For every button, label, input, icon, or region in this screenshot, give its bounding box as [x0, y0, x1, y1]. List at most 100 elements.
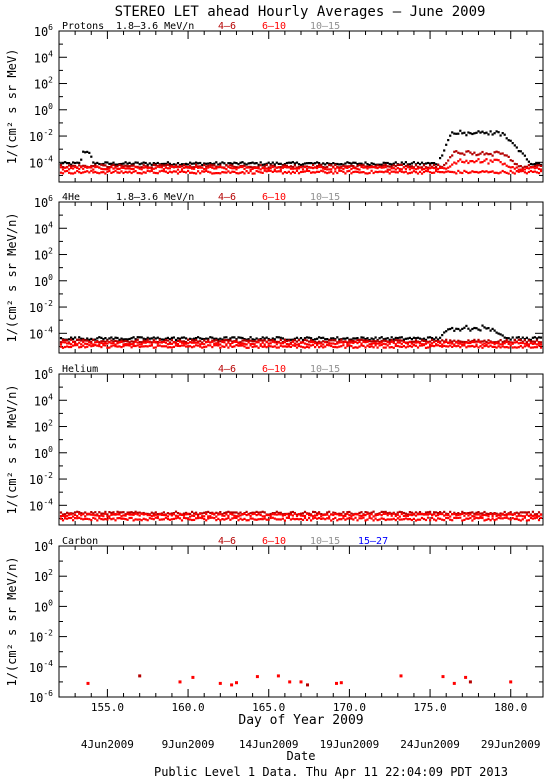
data-point [322, 514, 325, 517]
data-point [433, 167, 436, 170]
data-point [457, 160, 460, 163]
data-point [338, 341, 341, 344]
data-point [354, 167, 357, 170]
data-point [378, 344, 381, 347]
data-point [229, 164, 232, 167]
data-point [350, 339, 353, 342]
data-point [527, 343, 530, 346]
data-point [209, 341, 212, 344]
data-point [487, 515, 490, 518]
data-point [467, 161, 470, 165]
data-point [80, 339, 83, 342]
data-point [386, 514, 389, 517]
data-point [106, 165, 109, 169]
data-point [364, 346, 367, 349]
data-point [376, 164, 379, 167]
data-point [503, 346, 506, 349]
data-point [199, 166, 202, 169]
data-point [219, 162, 222, 165]
data-point [507, 513, 510, 516]
data-point [324, 167, 327, 171]
data-point [245, 170, 248, 173]
data-point [267, 169, 270, 172]
data-point [463, 153, 466, 156]
data-point [289, 165, 292, 168]
data-point [241, 518, 244, 521]
data-point [426, 336, 430, 339]
data-point [144, 161, 147, 165]
data-point [499, 514, 502, 517]
data-point [293, 512, 296, 515]
data-point [352, 170, 355, 174]
data-point [213, 162, 216, 165]
data-point [170, 171, 173, 174]
data-point [505, 346, 508, 349]
data-point [521, 169, 524, 173]
data-point [400, 170, 403, 173]
data-point [507, 517, 510, 520]
data-point [84, 346, 87, 349]
data-point [193, 337, 196, 340]
data-point [229, 343, 232, 346]
data-point [84, 151, 87, 154]
data-point [370, 342, 373, 345]
data-point [475, 131, 478, 134]
data-point [86, 170, 89, 173]
data-point [531, 340, 534, 343]
data-point [451, 154, 454, 157]
data-point [455, 150, 458, 153]
data-point [98, 345, 101, 348]
data-point [225, 513, 228, 516]
data-point [348, 169, 351, 172]
data-point [172, 512, 175, 515]
data-point [320, 345, 323, 348]
data-point [358, 171, 361, 174]
data-point [152, 171, 155, 174]
data-point [358, 517, 361, 520]
data-point [328, 517, 331, 520]
data-point [368, 345, 371, 348]
data-point [384, 512, 387, 515]
data-point [497, 340, 500, 343]
data-point [174, 517, 178, 520]
data-point [251, 345, 254, 349]
data-point [128, 167, 131, 170]
data-point [493, 132, 496, 135]
data-point [517, 168, 520, 171]
data-point [166, 343, 169, 346]
data-point [414, 164, 418, 167]
data-point [199, 512, 202, 515]
data-point [275, 336, 278, 339]
data-point [301, 514, 305, 517]
data-point [372, 171, 375, 175]
data-point [148, 514, 151, 517]
data-point [195, 337, 198, 340]
data-point [223, 341, 226, 344]
data-point [197, 336, 200, 339]
data-point [180, 168, 184, 171]
data-point [86, 339, 89, 342]
data-point [483, 132, 486, 135]
data-point [215, 519, 218, 522]
data-point [400, 336, 403, 339]
data-point [193, 518, 196, 521]
data-point [72, 172, 75, 175]
data-point [245, 519, 248, 522]
data-point [398, 515, 401, 518]
data-point [433, 518, 436, 521]
data-point [239, 165, 242, 169]
data-point [96, 344, 99, 347]
data-point [531, 346, 534, 349]
data-point [96, 519, 99, 522]
data-point [322, 170, 325, 173]
data-point [305, 336, 309, 339]
data-point [336, 162, 339, 166]
data-point [308, 162, 311, 165]
data-point [314, 338, 317, 341]
data-point [380, 170, 383, 173]
data-point [493, 158, 496, 161]
data-point [404, 346, 407, 349]
data-point [255, 169, 258, 173]
data-point [144, 340, 147, 343]
data-point [491, 133, 494, 136]
